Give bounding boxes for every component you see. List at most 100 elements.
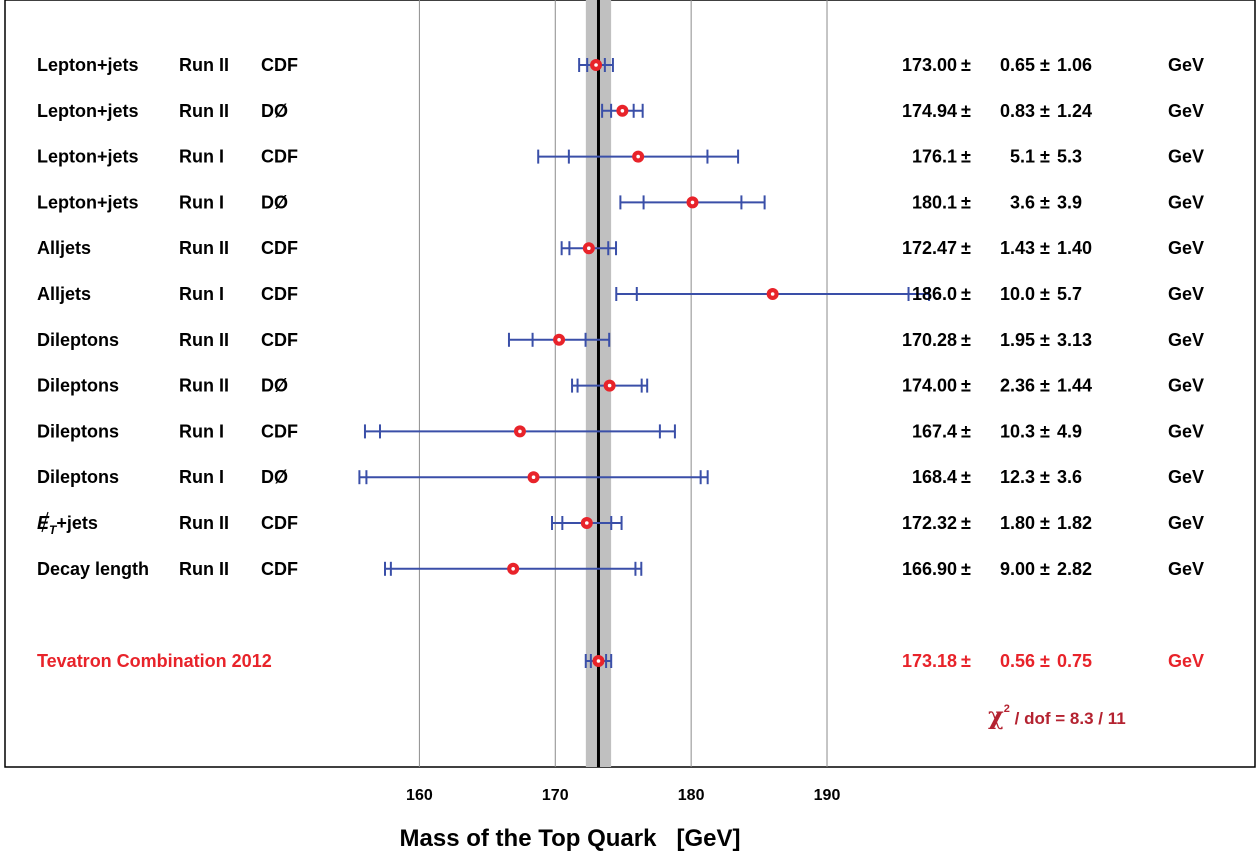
mass-value-8: 167.4 <box>912 421 957 441</box>
channel-label-3: Lepton+jets <box>37 192 139 212</box>
pm-sign-syst-7: ± <box>1040 376 1050 396</box>
pm-sign-syst-4: ± <box>1040 238 1050 258</box>
x-tick-label-170: 170 <box>542 787 569 804</box>
unit-label-11: GeV <box>1168 559 1204 579</box>
stat-uncertainty-1: 0.83 <box>1000 101 1035 121</box>
stat-uncertainty-5: 10.0 <box>1000 284 1035 304</box>
pm-sign-syst-6: ± <box>1040 330 1050 350</box>
pm-sign-syst-combination: ± <box>1040 651 1050 671</box>
unit-label-combination: GeV <box>1168 651 1204 671</box>
run-label-3: Run I <box>179 192 224 212</box>
channel-label-1: Lepton+jets <box>37 101 139 121</box>
mass-value-5: 186.0 <box>912 284 957 304</box>
syst-uncertainty-0: 1.06 <box>1057 55 1092 75</box>
pm-sign-syst-5: ± <box>1040 284 1050 304</box>
experiment-label-6: CDF <box>261 330 298 350</box>
mass-value-9: 168.4 <box>912 467 957 487</box>
pm-sign-1: ± <box>961 101 971 121</box>
pm-sign-syst-3: ± <box>1040 192 1050 212</box>
syst-uncertainty-5: 5.7 <box>1057 284 1082 304</box>
data-point-center-combination <box>596 659 601 663</box>
run-label-1: Run II <box>179 101 229 121</box>
combination-label: Tevatron Combination 2012 <box>37 651 272 671</box>
syst-uncertainty-1: 1.24 <box>1057 101 1092 121</box>
pm-sign-3: ± <box>961 192 971 212</box>
unit-label-1: GeV <box>1168 101 1204 121</box>
run-label-9: Run I <box>179 467 224 487</box>
run-label-2: Run I <box>179 147 224 167</box>
data-point-center-0 <box>594 63 598 67</box>
stat-uncertainty-combination: 0.56 <box>1000 651 1035 671</box>
syst-uncertainty-8: 4.9 <box>1057 421 1082 441</box>
run-label-5: Run I <box>179 284 224 304</box>
pm-sign-5: ± <box>961 284 971 304</box>
data-point-center-9 <box>531 475 536 480</box>
pm-sign-syst-8: ± <box>1040 421 1050 441</box>
syst-uncertainty-6: 3.13 <box>1057 330 1092 350</box>
unit-label-0: GeV <box>1168 55 1204 75</box>
data-point-center-11 <box>511 567 515 571</box>
channel-label-8: Dileptons <box>37 421 119 441</box>
plot-frame <box>4 0 1256 768</box>
met-slash-10 <box>41 511 49 533</box>
stat-uncertainty-2: 5.1 <box>1010 147 1035 167</box>
run-label-10: Run II <box>179 513 229 533</box>
stat-uncertainty-7: 2.36 <box>1000 376 1035 396</box>
experiment-label-11: CDF <box>261 559 298 579</box>
channel-label-4: Alljets <box>37 238 91 258</box>
mass-value-2: 176.1 <box>912 147 957 167</box>
pm-sign-syst-2: ± <box>1040 147 1050 167</box>
run-label-6: Run II <box>179 330 229 350</box>
x-tick-label-160: 160 <box>406 787 433 804</box>
channel-label-5: Alljets <box>37 284 91 304</box>
channel-label-10: ET+jets <box>37 513 98 537</box>
experiment-label-2: CDF <box>261 147 298 167</box>
x-tick-label-180: 180 <box>678 787 705 804</box>
mass-value-1: 174.94 <box>902 101 957 121</box>
data-point-center-6 <box>557 338 561 342</box>
unit-label-4: GeV <box>1168 238 1204 258</box>
unit-label-2: GeV <box>1168 147 1204 167</box>
syst-uncertainty-9: 3.6 <box>1057 467 1082 487</box>
data-point-center-7 <box>607 383 612 388</box>
experiment-label-5: CDF <box>261 284 298 304</box>
channel-label-6: Dileptons <box>37 330 119 350</box>
unit-label-7: GeV <box>1168 376 1204 396</box>
pm-sign-9: ± <box>961 467 971 487</box>
experiment-label-9: DØ <box>261 467 288 487</box>
unit-label-9: GeV <box>1168 467 1204 487</box>
x-tick-label-190: 190 <box>814 787 841 804</box>
data-point-center-4 <box>587 246 591 250</box>
pm-sign-2: ± <box>961 147 971 167</box>
unit-label-8: GeV <box>1168 421 1204 441</box>
pm-sign-syst-11: ± <box>1040 559 1050 579</box>
stat-uncertainty-9: 12.3 <box>1000 467 1035 487</box>
pm-sign-syst-0: ± <box>1040 55 1050 75</box>
pm-sign-6: ± <box>961 330 971 350</box>
stat-uncertainty-4: 1.43 <box>1000 238 1035 258</box>
mass-value-10: 172.32 <box>902 513 957 533</box>
data-point-center-10 <box>584 521 589 525</box>
syst-uncertainty-4: 1.40 <box>1057 238 1092 258</box>
pm-sign-syst-9: ± <box>1040 467 1050 487</box>
data-point-center-5 <box>770 292 775 296</box>
syst-uncertainty-11: 2.82 <box>1057 559 1092 579</box>
pm-sign-10: ± <box>961 513 971 533</box>
experiment-label-10: CDF <box>261 513 298 533</box>
channel-label-7: Dileptons <box>37 376 119 396</box>
data-point-center-3 <box>690 200 695 205</box>
syst-uncertainty-3: 3.9 <box>1057 192 1082 212</box>
stat-uncertainty-11: 9.00 <box>1000 559 1035 579</box>
experiment-label-3: DØ <box>261 192 288 212</box>
channel-label-2: Lepton+jets <box>37 147 139 167</box>
mass-value-6: 170.28 <box>902 330 957 350</box>
stat-uncertainty-10: 1.80 <box>1000 513 1035 533</box>
run-label-11: Run II <box>179 559 229 579</box>
mass-value-3: 180.1 <box>912 192 957 212</box>
stat-uncertainty-0: 0.65 <box>1000 55 1035 75</box>
stat-uncertainty-6: 1.95 <box>1000 330 1035 350</box>
pm-sign-4: ± <box>961 238 971 258</box>
run-label-4: Run II <box>179 238 229 258</box>
mass-value-combination: 173.18 <box>902 651 957 671</box>
syst-uncertainty-2: 5.3 <box>1057 147 1082 167</box>
